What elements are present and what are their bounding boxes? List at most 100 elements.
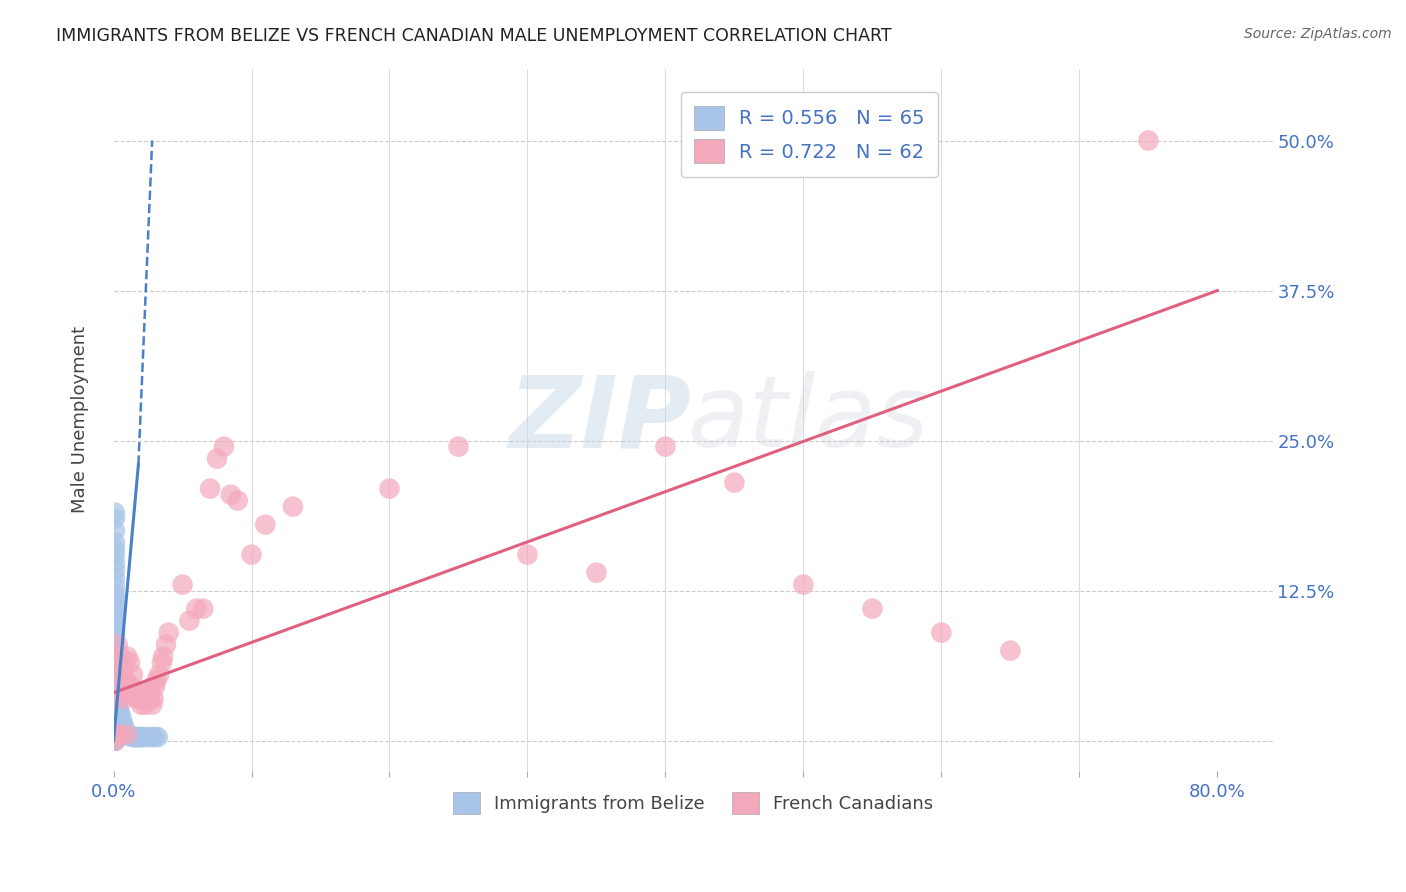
Point — [118, 686, 141, 700]
Point — [125, 730, 148, 744]
Point — [135, 691, 157, 706]
Point — [104, 730, 127, 744]
Point — [212, 440, 235, 454]
Point — [172, 577, 194, 591]
Point — [104, 718, 127, 732]
Point — [219, 488, 242, 502]
Point — [132, 686, 155, 700]
Point — [104, 686, 127, 700]
Point — [104, 733, 127, 747]
Point — [104, 724, 127, 739]
Point — [104, 664, 127, 678]
Point — [226, 493, 249, 508]
Point — [128, 691, 150, 706]
Point — [121, 730, 143, 744]
Point — [108, 704, 131, 718]
Point — [1000, 643, 1022, 657]
Point — [112, 662, 135, 676]
Point — [129, 698, 152, 712]
Text: atlas: atlas — [688, 371, 929, 468]
Point — [654, 440, 676, 454]
Point — [141, 730, 163, 744]
Point — [118, 729, 141, 743]
Point — [254, 517, 277, 532]
Point — [104, 670, 127, 684]
Point — [792, 577, 814, 591]
Point — [104, 556, 127, 570]
Point — [104, 733, 127, 747]
Point — [155, 638, 177, 652]
Point — [114, 722, 136, 736]
Point — [104, 646, 127, 660]
Point — [104, 524, 127, 538]
Point — [127, 686, 149, 700]
Point — [138, 691, 160, 706]
Point — [104, 706, 127, 720]
Point — [104, 700, 127, 714]
Text: ZIP: ZIP — [509, 371, 692, 468]
Point — [240, 548, 263, 562]
Point — [110, 707, 132, 722]
Point — [110, 728, 132, 742]
Point — [107, 698, 129, 712]
Point — [139, 686, 162, 700]
Point — [516, 548, 538, 562]
Point — [125, 691, 148, 706]
Point — [104, 676, 127, 690]
Point — [931, 625, 953, 640]
Point — [114, 691, 136, 706]
Point — [120, 729, 142, 743]
Point — [127, 730, 149, 744]
Point — [104, 712, 127, 726]
Point — [105, 691, 128, 706]
Y-axis label: Male Unemployment: Male Unemployment — [72, 326, 89, 513]
Point — [585, 566, 607, 580]
Point — [143, 680, 166, 694]
Point — [136, 730, 159, 744]
Point — [104, 640, 127, 654]
Point — [193, 601, 215, 615]
Point — [104, 728, 127, 742]
Point — [104, 615, 127, 630]
Point — [281, 500, 304, 514]
Point — [145, 673, 167, 688]
Point — [205, 451, 228, 466]
Point — [142, 691, 165, 706]
Point — [104, 733, 127, 747]
Point — [136, 686, 159, 700]
Point — [104, 511, 127, 525]
Point — [124, 686, 146, 700]
Point — [104, 733, 127, 747]
Point — [146, 730, 169, 744]
Point — [198, 482, 221, 496]
Point — [121, 680, 143, 694]
Point — [117, 649, 139, 664]
Point — [122, 686, 145, 700]
Point — [104, 580, 127, 594]
Legend: Immigrants from Belize, French Canadians: Immigrants from Belize, French Canadians — [441, 781, 945, 825]
Point — [179, 614, 201, 628]
Point — [186, 601, 208, 615]
Point — [104, 652, 127, 666]
Point — [121, 667, 143, 681]
Point — [1137, 134, 1160, 148]
Point — [104, 658, 127, 673]
Point — [150, 656, 173, 670]
Point — [157, 625, 180, 640]
Point — [115, 673, 138, 688]
Point — [111, 673, 134, 688]
Point — [120, 656, 142, 670]
Point — [134, 698, 156, 712]
Point — [104, 506, 127, 520]
Point — [104, 548, 127, 562]
Point — [104, 587, 127, 601]
Point — [117, 728, 139, 742]
Point — [108, 656, 131, 670]
Point — [104, 634, 127, 648]
Point — [107, 638, 129, 652]
Point — [104, 541, 127, 556]
Point — [104, 535, 127, 549]
Point — [104, 733, 127, 747]
Point — [378, 482, 401, 496]
Point — [122, 730, 145, 744]
